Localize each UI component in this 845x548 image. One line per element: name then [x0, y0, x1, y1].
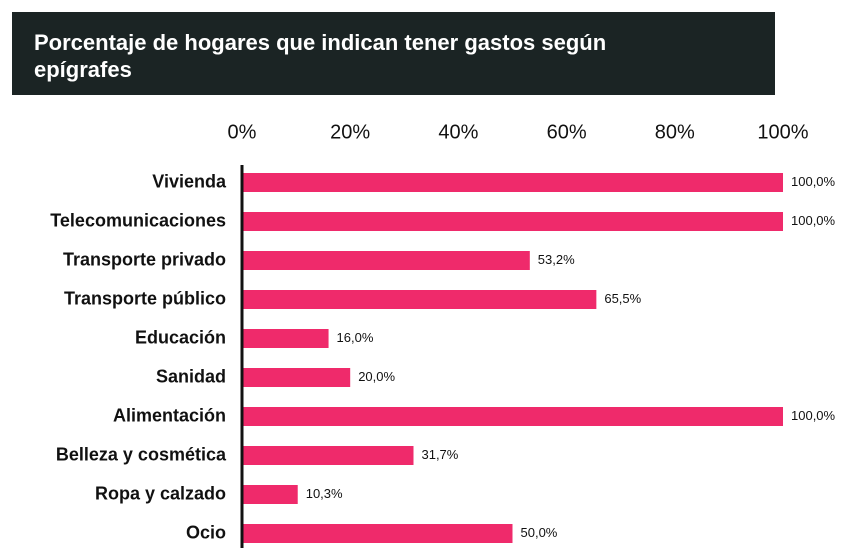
category-label: Sanidad [156, 366, 226, 386]
bar [242, 290, 597, 309]
bar [242, 212, 783, 231]
bar [242, 485, 298, 504]
category-label: Transporte público [64, 288, 226, 308]
value-label: 31,7% [421, 447, 458, 462]
value-label: 100,0% [791, 174, 836, 189]
bar [242, 446, 414, 465]
category-label: Belleza y cosmética [56, 444, 227, 464]
category-label: Ocio [186, 522, 226, 542]
category-label: Educación [135, 327, 226, 347]
x-tick-label: 20% [330, 121, 370, 143]
category-label: Transporte privado [63, 249, 226, 269]
value-label: 16,0% [337, 330, 374, 345]
bar [242, 173, 783, 192]
value-label: 20,0% [358, 369, 395, 384]
chart-title: Porcentaje de hogares que indican tener … [34, 30, 606, 82]
bar [242, 368, 351, 387]
value-label: 100,0% [791, 408, 836, 423]
value-label: 10,3% [306, 486, 343, 501]
title-box [12, 12, 775, 95]
category-label: Vivienda [152, 171, 227, 191]
x-tick-label: 80% [655, 121, 695, 143]
x-tick-label: 100% [757, 121, 808, 143]
bar [242, 251, 530, 270]
x-tick-label: 40% [438, 121, 478, 143]
value-label: 100,0% [791, 213, 836, 228]
bar [242, 524, 513, 543]
x-tick-label: 60% [547, 121, 587, 143]
value-label: 50,0% [521, 525, 558, 540]
value-label: 65,5% [604, 291, 641, 306]
category-label: Alimentación [113, 405, 226, 425]
x-tick-label: 0% [228, 121, 257, 143]
category-label: Ropa y calzado [95, 483, 226, 503]
bar [242, 329, 329, 348]
bar [242, 407, 783, 426]
value-label: 53,2% [538, 252, 575, 267]
category-label: Telecomunicaciones [50, 210, 226, 230]
